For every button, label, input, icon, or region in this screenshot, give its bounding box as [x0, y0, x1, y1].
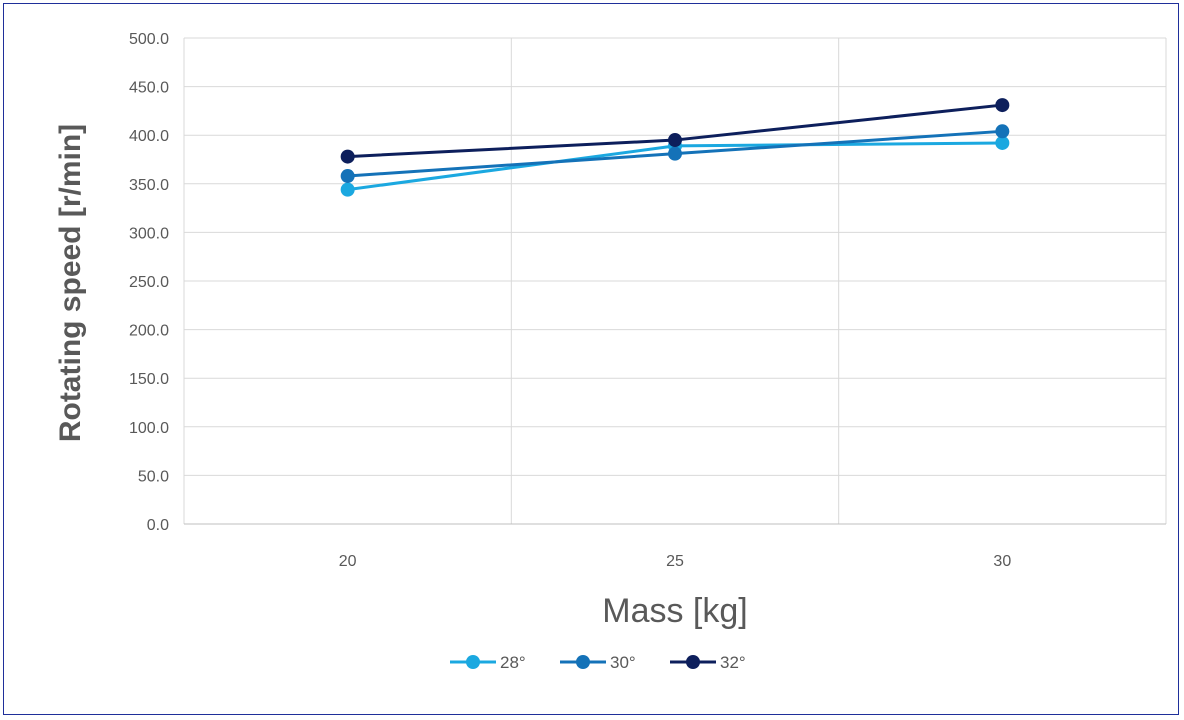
legend-marker — [576, 655, 590, 669]
x-tick-label: 25 — [666, 553, 684, 570]
chart-frame — [3, 3, 1179, 715]
y-axis-title: Rotating speed [r/min] — [54, 124, 87, 442]
legend-marker — [686, 655, 700, 669]
legend-item: 32° — [670, 653, 746, 672]
x-tick-label: 30 — [993, 553, 1011, 570]
y-tick-label: 200.0 — [129, 323, 169, 340]
series-3 — [340, 98, 1010, 164]
y-tick-label: 500.0 — [129, 31, 169, 48]
legend: 28° 30° 32° — [450, 653, 746, 672]
y-tick-label: 0.0 — [147, 517, 169, 534]
legend-label: 30° — [610, 653, 636, 672]
data-point — [995, 98, 1010, 113]
y-tick-label: 450.0 — [129, 80, 169, 97]
data-point — [340, 149, 355, 164]
data-point — [995, 135, 1010, 150]
legend-label: 32° — [720, 653, 746, 672]
series-2 — [340, 124, 1010, 184]
legend-marker — [466, 655, 480, 669]
legend-item: 30° — [560, 653, 636, 672]
series-group — [340, 98, 1010, 197]
y-tick-label: 250.0 — [129, 274, 169, 291]
legend-label: 28° — [500, 653, 526, 672]
data-point — [340, 182, 355, 197]
y-tick-label: 400.0 — [129, 128, 169, 145]
y-tick-label: 150.0 — [129, 371, 169, 388]
y-tick-label: 100.0 — [129, 420, 169, 437]
data-point — [995, 124, 1010, 139]
y-tick-label: 350.0 — [129, 177, 169, 194]
x-tick-label: 20 — [339, 553, 357, 570]
y-tick-labels: 0.0 50.0 100.0 150.0 200.0 250.0 300.0 350.0 400… — [129, 31, 169, 534]
y-tick-label: 50.0 — [138, 468, 169, 485]
x-axis-title: Mass [kg] — [602, 592, 747, 630]
legend-item: 28° — [450, 653, 526, 672]
data-point — [340, 169, 355, 184]
gridlines — [183, 37, 1167, 524]
x-tick-labels: 20 25 30 — [339, 553, 1012, 570]
data-point — [668, 133, 682, 148]
y-tick-label: 300.0 — [129, 225, 169, 242]
data-point — [668, 146, 682, 161]
